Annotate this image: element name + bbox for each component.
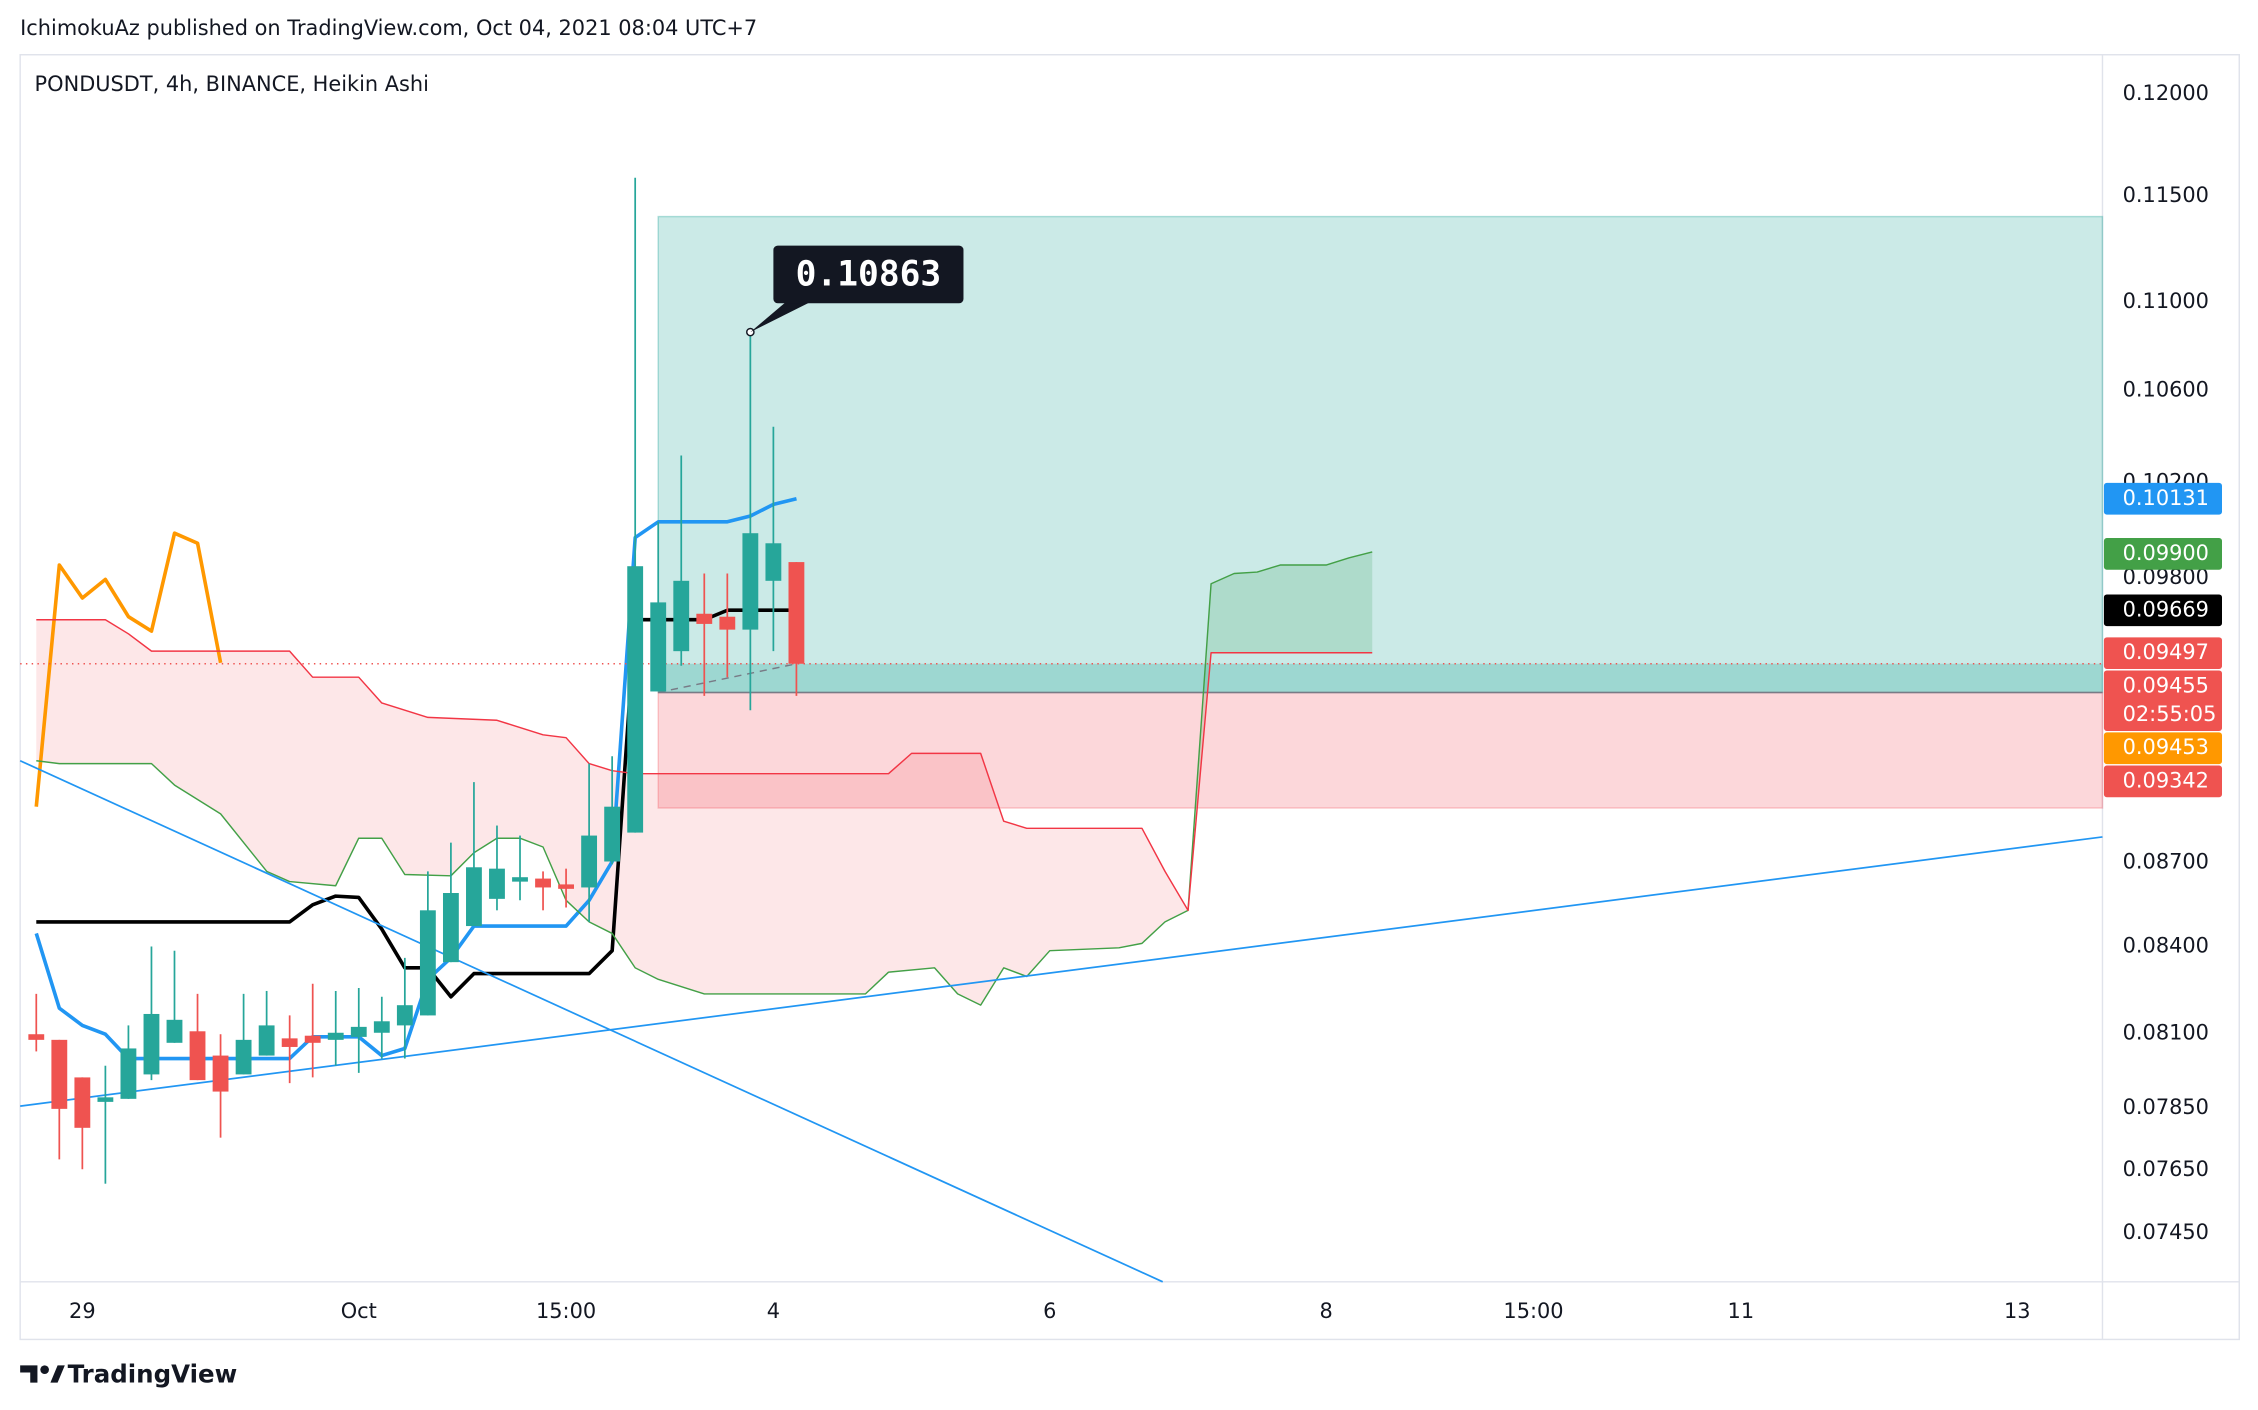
price-label-box: [2103, 538, 2222, 570]
candle-body: [350, 1026, 367, 1037]
y-tick-label: 0.11500: [2123, 183, 2209, 207]
candle-body: [189, 1031, 206, 1081]
chart-subtitle: PONDUSDT, 4h, BINANCE, Heikin Ashi: [35, 72, 429, 96]
y-tick-label: 0.08100: [2123, 1020, 2209, 1044]
price-timer: 02:55:05: [2123, 702, 2217, 726]
y-tick-label: 0.08400: [2123, 933, 2209, 957]
candle-body: [765, 543, 782, 581]
plot-area: 0.10863: [19, 177, 2104, 1283]
header: IchimokuAz published on TradingView.com,…: [20, 16, 757, 40]
candle-body: [166, 1019, 183, 1043]
candle-body: [28, 1034, 45, 1040]
candle-body: [650, 602, 667, 692]
x-tick-label: 15:00: [536, 1299, 596, 1323]
x-tick-label: 6: [1043, 1299, 1056, 1323]
y-tick-label: 0.12000: [2123, 81, 2209, 105]
candle-body: [235, 1039, 252, 1075]
price-label: 0.09497: [2123, 640, 2209, 664]
candle-body: [673, 580, 690, 652]
x-tick-label: 8: [1320, 1299, 1333, 1323]
indicator-line: [19, 759, 1164, 1283]
price-label: 0.09342: [2123, 768, 2209, 792]
price-label: 0.09900: [2123, 541, 2209, 565]
candle-body: [120, 1048, 137, 1099]
y-tick-label: 0.07850: [2123, 1095, 2209, 1119]
candle-body: [696, 613, 713, 624]
y-tick-label: 0.07450: [2123, 1220, 2209, 1244]
y-tick-label: 0.10600: [2123, 378, 2209, 402]
price-label: 0.09669: [2123, 597, 2209, 621]
candle-body: [373, 1021, 390, 1033]
annotation-point: [746, 327, 755, 337]
annotation-box: [773, 245, 964, 304]
pnl-dash: [658, 663, 797, 694]
candle-body: [419, 910, 436, 1016]
candle-body: [74, 1077, 91, 1128]
candle-body: [788, 562, 805, 664]
price-label: 0.09455: [2123, 673, 2209, 697]
x-tick-label: 13: [2004, 1299, 2031, 1323]
indicator-line: [34, 497, 797, 1061]
candle-body: [719, 616, 736, 630]
candle-body: [581, 835, 598, 888]
x-tick-label: 4: [767, 1299, 780, 1323]
candle-body: [143, 1013, 160, 1075]
candle-body: [512, 877, 528, 882]
indicator-line: [20, 836, 2103, 1107]
candle-body: [627, 566, 644, 833]
cloud: [1188, 551, 1373, 911]
x-tick-label: 11: [1728, 1299, 1755, 1323]
footer-brand: TradingView: [68, 1359, 238, 1388]
price-label: 0.09453: [2123, 735, 2209, 759]
y-tick-label: 0.07650: [2123, 1157, 2209, 1181]
indicator-line: [36, 608, 797, 999]
candle-body: [466, 867, 482, 927]
price-label-box: [2103, 482, 2222, 515]
indicator-line: [34, 531, 223, 807]
candle-body: [97, 1097, 114, 1102]
candle-body: [51, 1039, 68, 1109]
annotation-pointer: [750, 300, 814, 333]
price-label-box: [2103, 594, 2222, 627]
frame: [19, 54, 2240, 1341]
tv-logo: [20, 1365, 65, 1383]
price-label-box: [2103, 637, 2222, 670]
open-pnl: [658, 663, 2103, 693]
x-tick-label: Oct: [341, 1299, 377, 1323]
candle-body: [212, 1055, 229, 1092]
stop-zone: [657, 691, 2104, 809]
candle-body: [327, 1032, 344, 1040]
candle-body: [442, 893, 459, 963]
candle-body: [742, 533, 759, 630]
indicator-line: [36, 551, 1373, 1006]
price-label: 0.10131: [2123, 486, 2209, 510]
candle-body: [304, 1035, 321, 1043]
candle-body: [281, 1038, 298, 1047]
x-tick-label: 15:00: [1503, 1299, 1563, 1323]
price-label-box: [2103, 732, 2222, 765]
x-tick-label: 29: [69, 1299, 96, 1323]
candle-body: [558, 884, 574, 889]
candle-body: [396, 1005, 413, 1026]
y-tick-label: 0.11000: [2123, 289, 2209, 313]
candle-body: [604, 806, 621, 862]
y-tick-label: 0.08700: [2123, 850, 2209, 874]
price-label-box: [2103, 670, 2222, 731]
candle-body: [258, 1025, 275, 1056]
candle-body: [489, 868, 505, 899]
price-label-box: [2103, 765, 2222, 798]
candle-body: [535, 878, 551, 888]
annotation-text: 0.10863: [796, 254, 942, 294]
